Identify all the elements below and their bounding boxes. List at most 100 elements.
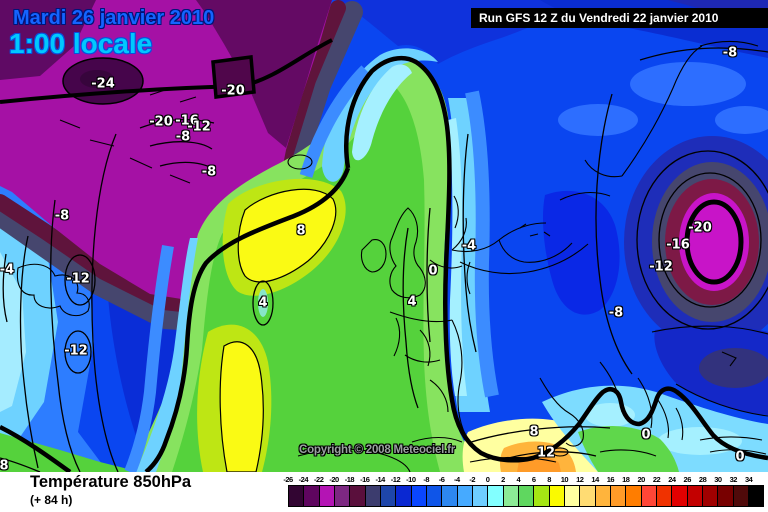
temperature-scale-ticks: -26 -24 -22 -20 -18 -16 -14 -12 -10 -8 -6 -4 -2 0 2 4 6 8… [283,474,764,485]
legend-cell [595,486,611,506]
map-temperature-label: 8 [529,424,539,440]
temperature-scale-colors [288,485,764,507]
legend-tick: -10 [406,475,416,484]
map-temperature-label: -8 [608,305,624,321]
legend-tick: 2 [501,475,505,484]
legend-tick: 24 [668,475,676,484]
legend-tick: 28 [698,475,707,484]
forecast-time: 1:00 locale [9,28,153,59]
legend-tick: -8 [423,475,430,484]
map-temperature-label: 0 [641,427,651,443]
legend-cell [534,486,550,506]
legend-cell [718,486,734,506]
legend-cell [488,486,504,506]
legend-cell [411,486,427,506]
legend-tick: 6 [531,475,536,484]
legend-tick: -4 [454,475,460,484]
legend-cell [518,486,535,506]
legend-tick: -24 [298,475,309,484]
legend-cell [564,486,581,506]
legend-cell [289,486,305,506]
legend-cell [626,486,642,506]
map-temperature-label: -16 [175,113,199,129]
legend-cell [580,486,596,506]
map-temperature-label: -20 [688,220,712,236]
map-temperature-label: -12 [64,343,88,359]
legend-tick: 18 [622,475,630,484]
map-temperature-label: 12 [536,445,556,461]
legend-cell [702,486,719,506]
map-temperature-label: -12 [187,119,211,135]
legend-cell [396,486,412,506]
map-temperature-label: 8 [0,458,9,473]
map-temperature-label: -8 [722,45,738,61]
legend-tick: -12 [390,475,401,484]
legend-cell [672,486,688,506]
legend-tick: 8 [547,475,551,484]
legend-cell [426,486,443,506]
legend-tick: 16 [606,475,615,484]
map-temperature-label: -4 [0,262,15,278]
map-temperature-label: -12 [66,271,90,287]
legend-cell [733,486,749,506]
legend-tick: 10 [560,475,569,484]
map-temperature-label: 0 [428,263,438,279]
legend-cell [656,486,673,506]
map-temperature-label: -16 [666,237,690,253]
legend-cell [334,486,351,506]
legend-tick: 0 [485,475,490,484]
temperature-scale: -26 -24 -22 -20 -18 -16 -14 -12 -10 -8 -6 -4 -2 0 2 4 6 8… [283,474,764,510]
legend-tick: -18 [344,475,355,484]
map-temperature-label: -8 [175,129,191,145]
parameter-title: Température 850hPa [30,473,192,491]
legend-cell [350,486,366,506]
map-temperature-label: 8 [296,223,306,239]
legend-cell [610,486,627,506]
legend-tick: -2 [469,475,476,484]
model-run-info-bar: Run GFS 12 Z du Vendredi 22 janvier 2010 [471,8,768,28]
legend-cell [472,486,489,506]
legend-cell [503,486,519,506]
map-temperature-label: -12 [649,259,673,275]
temperature-map-graphic [0,0,768,472]
map-temperature-label: -8 [54,208,70,224]
map-temperature-label: -20 [149,114,173,130]
map-temperature-label: -24 [91,76,115,92]
legend-tick: 26 [683,475,692,484]
footer-bar: Température 850hPa (+ 84 h) -26 -24 -22 -20… [0,472,768,512]
legend-cell [380,486,397,506]
legend-cell [319,486,335,506]
legend-cell [687,486,703,506]
legend-tick: -20 [329,475,339,484]
legend-cell [641,486,657,506]
legend-tick: -26 [283,475,293,484]
map-temperature-label: 0 [735,449,745,465]
map-temperature-label: -20 [221,83,245,99]
map-temperature-label: 4 [258,295,268,311]
legend-cell [549,486,565,506]
legend-cell [457,486,473,506]
forecast-date: Mardi 26 janvier 2010 [13,7,215,29]
map-temperature-label: -8 [201,164,217,180]
legend-tick: 22 [652,475,661,484]
legend-tick: 12 [576,475,584,484]
legend-tick: -16 [360,475,370,484]
legend-tick: 34 [744,475,753,484]
lead-time: (+ 84 h) [30,493,73,507]
legend-cell [365,486,381,506]
legend-tick: 14 [591,475,599,484]
map-temperature-label: 4 [407,294,417,310]
legend-tick: -6 [438,475,445,484]
copyright-notice: Copyright © 2008 Meteociel.fr [299,444,456,456]
legend-cell [748,486,764,506]
legend-tick: 20 [637,475,645,484]
map-temperature-label: -4 [461,238,477,254]
legend-cell [304,486,320,506]
legend-tick: -14 [375,475,385,484]
legend-tick: 4 [516,475,521,484]
temperature-map: -24 -20 -20 -16 -12 -8 -8 -8 -8 -4 -12 -12 8 4 -4 0 4 -20… [0,0,768,472]
legend-tick: 30 [714,475,722,484]
legend-cell [442,486,458,506]
legend-tick: -22 [314,475,324,484]
